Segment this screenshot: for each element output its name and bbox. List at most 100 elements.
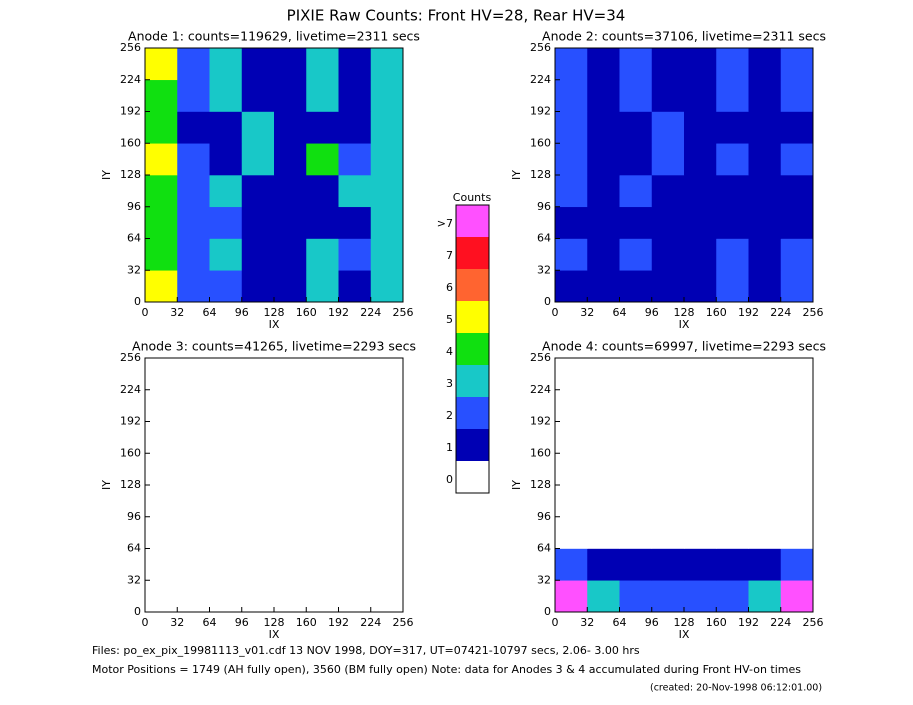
page-title: PIXIE Raw Counts: Front HV=28, Rear HV=3… (287, 7, 626, 25)
heatmap-cell (338, 175, 372, 208)
colorbar-segment (456, 333, 489, 365)
heatmap-cell (587, 485, 620, 518)
panel-title: Anode 1: counts=119629, livetime=2311 se… (128, 29, 420, 44)
colorbar-title: Counts (453, 191, 492, 204)
heatmap-cell (370, 238, 404, 271)
y-tick-label: 32 (537, 573, 551, 586)
heatmap-cell (619, 389, 653, 422)
colorbar-segment (456, 205, 489, 237)
heatmap-cell (338, 238, 372, 271)
x-tick-label: 160 (296, 306, 317, 319)
heatmap-cell (306, 516, 339, 549)
colorbar-label: 6 (446, 281, 453, 294)
x-tick-label: 256 (803, 306, 824, 319)
heatmap-cell (555, 206, 588, 239)
heatmap-cell (306, 48, 339, 81)
heatmap-cell (338, 48, 372, 81)
heatmap-cell (748, 453, 782, 486)
heatmap-cell (306, 175, 339, 208)
x-tick-label: 0 (552, 306, 559, 319)
heatmap-cell (587, 270, 620, 303)
heatmap-cell (619, 453, 653, 486)
x-tick-label: 128 (674, 306, 695, 319)
heatmap-cell (684, 206, 717, 239)
heatmap-cell (651, 79, 685, 112)
heatmap-cell (651, 485, 685, 518)
x-axis-label: IX (269, 318, 280, 331)
heatmap-cell (370, 485, 404, 518)
heatmap-cell (587, 548, 620, 581)
heatmap-cell (587, 516, 620, 549)
heatmap-cell (177, 175, 210, 208)
heatmap-cell (555, 270, 588, 303)
heatmap-cell (274, 358, 307, 391)
y-tick-label: 128 (530, 478, 551, 491)
heatmap-cell (370, 389, 404, 422)
heatmap-cell (241, 485, 275, 518)
heatmap-cell (274, 143, 307, 176)
y-tick-label: 96 (537, 200, 551, 213)
heatmap-cell (780, 238, 814, 271)
heatmap-cell (780, 421, 814, 454)
heatmap-cell (651, 238, 685, 271)
heatmap-cell (587, 175, 620, 208)
heatmap-cell (145, 270, 178, 303)
heatmap-cell (587, 358, 620, 391)
heatmap-cell (370, 206, 404, 239)
x-tick-label: 224 (360, 306, 381, 319)
heatmap-cell (619, 548, 653, 581)
heatmap-cell (274, 485, 307, 518)
x-tick-label: 64 (613, 616, 627, 629)
heatmap-cell (651, 516, 685, 549)
heatmap-cell (716, 48, 749, 81)
heatmap-cell (619, 143, 653, 176)
heatmap-cell (555, 175, 588, 208)
heatmap-cell (684, 175, 717, 208)
heatmap-cell (306, 79, 339, 112)
heatmap-cell (145, 79, 178, 112)
heatmap-cell (651, 358, 685, 391)
heatmap-cell (684, 143, 717, 176)
x-tick-label: 32 (170, 306, 184, 319)
heatmap-cell (274, 389, 307, 422)
heatmap-cell (274, 548, 307, 581)
x-tick-label: 96 (645, 616, 659, 629)
y-tick-label: 128 (530, 168, 551, 181)
heatmap-cell (338, 389, 372, 422)
heatmap-cell (651, 175, 685, 208)
heatmap-cell (338, 111, 372, 144)
heatmap-cell (338, 206, 372, 239)
heatmap-cell (684, 548, 717, 581)
heatmap-cell (716, 421, 749, 454)
heatmap-cell (780, 111, 814, 144)
heatmap-cell (241, 79, 275, 112)
heatmap-cell (716, 238, 749, 271)
heatmap-cell (338, 580, 372, 613)
heatmap-cell (716, 175, 749, 208)
heatmap-cell (241, 548, 275, 581)
heatmap-cell (651, 389, 685, 422)
y-tick-label: 96 (127, 200, 141, 213)
heatmap-cell (209, 453, 243, 486)
y-tick-label: 96 (537, 510, 551, 523)
y-tick-label: 64 (127, 542, 141, 555)
heatmap-cell (555, 548, 588, 581)
heatmap-cell (338, 421, 372, 454)
heatmap-cell (145, 580, 178, 613)
y-tick-label: 160 (120, 446, 141, 459)
heatmap-cell (780, 516, 814, 549)
heatmap-cell (748, 358, 782, 391)
heatmap-cell (780, 580, 814, 613)
x-tick-label: 128 (264, 306, 285, 319)
heatmap-cell (177, 421, 210, 454)
panel-title: Anode 4: counts=69997, livetime=2293 sec… (542, 339, 826, 354)
x-tick-label: 96 (645, 306, 659, 319)
heatmap-cell (587, 111, 620, 144)
heatmap-cell (209, 358, 243, 391)
heatmap-cell (177, 79, 210, 112)
heatmap-cell (241, 111, 275, 144)
colorbar-label: 3 (446, 377, 453, 390)
y-tick-label: 32 (127, 263, 141, 276)
heatmap-cell (145, 516, 178, 549)
heatmap-cell (145, 238, 178, 271)
